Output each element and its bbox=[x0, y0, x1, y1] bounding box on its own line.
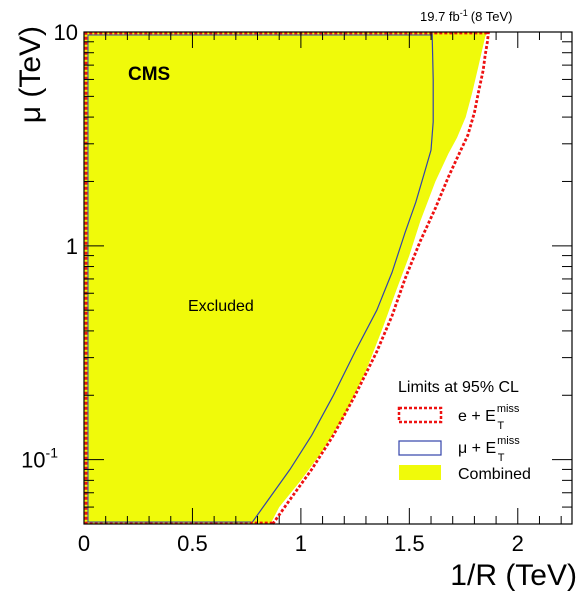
x-tick-label: 2 bbox=[512, 531, 524, 556]
lumi-label: 19.7 fb-1 (8 TeV) bbox=[420, 8, 512, 24]
x-tick-label: 0 bbox=[78, 531, 90, 556]
muon-limit-line bbox=[250, 31, 434, 525]
y-tick-label: 10 bbox=[54, 20, 78, 45]
x-tick-label: 0.5 bbox=[177, 531, 208, 556]
legend-label-combined: Combined bbox=[458, 466, 531, 483]
legend-title: Limits at 95% CL bbox=[398, 379, 519, 396]
electron-limit-line bbox=[271, 31, 490, 525]
y-axis-title: μ (TeV) bbox=[14, 26, 47, 123]
y-tick-label: 1 bbox=[66, 234, 78, 259]
legend-swatch-combined bbox=[399, 465, 441, 480]
x-tick-label: 1.5 bbox=[394, 531, 425, 556]
legend: Limits at 95% CL e + Emiss T μ + Emiss T C… bbox=[397, 379, 531, 483]
legend-swatch-muon bbox=[398, 440, 442, 456]
legend-swatch-electron bbox=[397, 406, 443, 424]
x-tick-label: 1 bbox=[295, 531, 307, 556]
y-tick-label: 10-1 bbox=[21, 445, 58, 473]
legend-label-muon: μ + Emiss T bbox=[458, 435, 520, 464]
x-axis-title: 1/R (TeV) bbox=[450, 559, 577, 592]
combined-exclusion-area bbox=[84, 32, 488, 524]
legend-label-electron: e + Emiss T bbox=[458, 403, 520, 432]
plot-frame bbox=[83, 31, 573, 525]
excluded-region-label: Excluded bbox=[188, 298, 254, 315]
electron-limit-boundary bbox=[84, 31, 489, 525]
experiment-label: CMS bbox=[128, 64, 170, 85]
